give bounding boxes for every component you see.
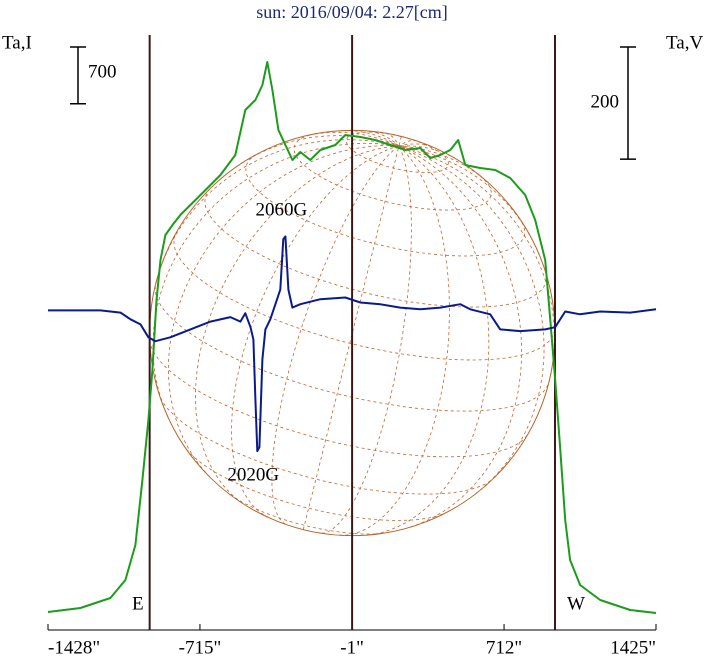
- annotation: 2020G: [227, 464, 279, 485]
- disk-grid-line: [398, 145, 533, 241]
- disk-grid-line: [195, 145, 399, 504]
- x-tick-label: -1428": [48, 637, 100, 658]
- disk-grid-line: [398, 145, 489, 184]
- y-axis-label: Ta,I: [2, 32, 32, 53]
- disk-grid-line: [229, 494, 385, 535]
- disk-grid-line: [302, 131, 400, 147]
- disk-grid-line: [398, 145, 523, 528]
- disk-grid-line: [368, 145, 490, 536]
- annotation: 2060G: [256, 200, 308, 221]
- series-line: [48, 235, 657, 453]
- scale-bar-label: 200: [591, 91, 620, 112]
- disk-grid-line: [398, 143, 432, 147]
- series-line: [47, 61, 657, 614]
- disk-grid-line: [167, 145, 399, 478]
- disk-grid-line: [398, 145, 545, 495]
- disk-grid-line: [149, 340, 528, 458]
- chart-title: sun: 2016/09/04: 2.27[cm]: [256, 2, 448, 22]
- disk-grid-line: [154, 286, 549, 412]
- disk-grid-line: [155, 139, 399, 285]
- limb-label: W: [567, 593, 585, 614]
- disk-grid-line: [385, 132, 400, 147]
- disk-grid-line: [370, 130, 400, 147]
- scale-bar-label: 700: [88, 61, 117, 82]
- disk-grid-line: [204, 188, 547, 308]
- x-tick-label: 1425": [610, 637, 656, 658]
- disk-grid-line: [398, 136, 402, 147]
- y2-axis-label: Ta,V: [666, 32, 703, 53]
- limb-label: E: [132, 593, 144, 614]
- disk-grid-line: [245, 154, 526, 257]
- disk-grid-line: [321, 145, 412, 534]
- disk-grid-line: [339, 145, 450, 536]
- disk-grid-line: [302, 145, 400, 530]
- disk-grid-line: [271, 145, 400, 525]
- disk-grid-line: [398, 145, 456, 160]
- x-tick-label: -715": [179, 637, 222, 658]
- disk-grid-line: [342, 130, 400, 147]
- disk-grid-line: [398, 139, 417, 147]
- x-tick-label: 712": [486, 637, 522, 658]
- x-tick-label: -1": [340, 637, 364, 658]
